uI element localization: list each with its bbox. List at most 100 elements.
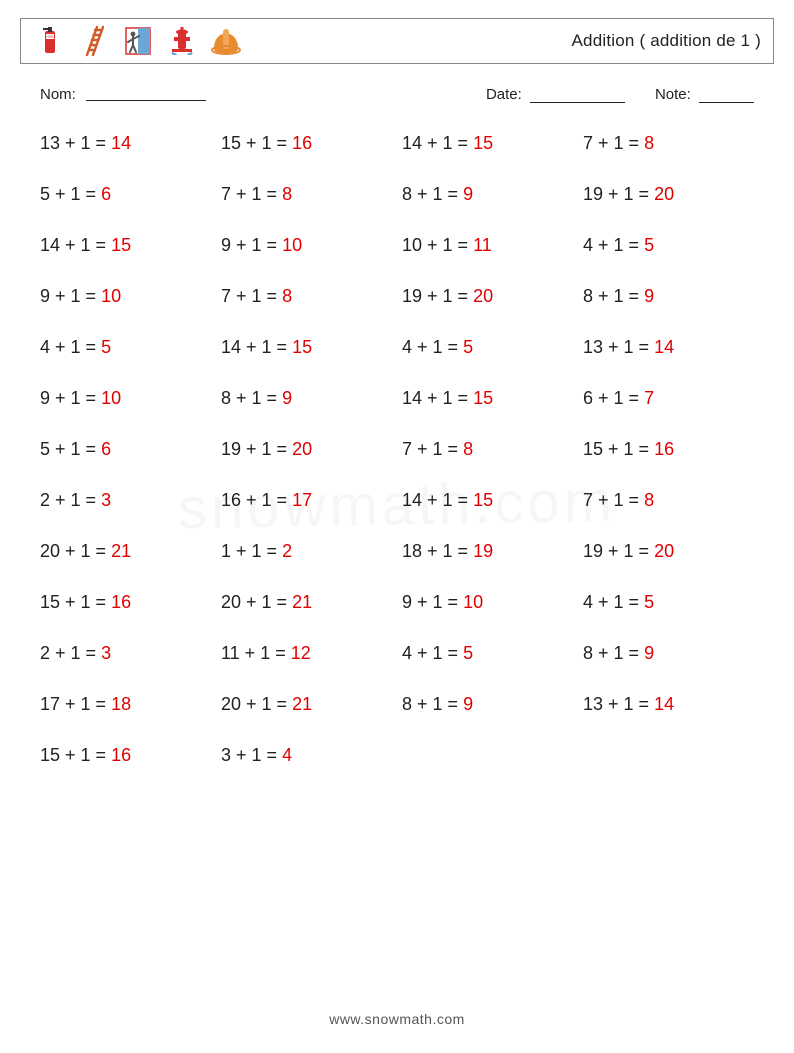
problem-question: 4 + 1 = <box>583 592 644 612</box>
problem-answer: 16 <box>111 745 131 765</box>
problem-question: 4 + 1 = <box>402 337 463 357</box>
score-blank[interactable] <box>699 88 754 103</box>
problem-question: 9 + 1 = <box>40 286 101 306</box>
problem-question: 9 + 1 = <box>221 235 282 255</box>
problem-answer: 8 <box>644 133 654 153</box>
problem-question: 4 + 1 = <box>40 337 101 357</box>
problem-question: 2 + 1 = <box>40 643 101 663</box>
problem-answer: 5 <box>644 592 654 612</box>
problem-cell: 7 + 1 = 8 <box>583 133 754 154</box>
problem-cell: 2 + 1 = 3 <box>40 643 211 664</box>
header-box: FIRE <box>20 18 774 64</box>
problem-cell: 4 + 1 = 5 <box>402 643 573 664</box>
problem-answer: 15 <box>473 388 493 408</box>
problem-cell: 18 + 1 = 19 <box>402 541 573 562</box>
problem-cell: 9 + 1 = 10 <box>40 286 211 307</box>
problem-answer: 20 <box>473 286 493 306</box>
problem-cell: 15 + 1 = 16 <box>40 592 211 613</box>
problem-answer: 14 <box>654 694 674 714</box>
problem-cell: 10 + 1 = 11 <box>402 235 573 256</box>
problem-answer: 3 <box>101 490 111 510</box>
problem-question: 4 + 1 = <box>402 643 463 663</box>
problem-question: 17 + 1 = <box>40 694 111 714</box>
problem-cell: 19 + 1 = 20 <box>402 286 573 307</box>
problem-question: 14 + 1 = <box>402 490 473 510</box>
problem-cell: 13 + 1 = 14 <box>40 133 211 154</box>
problem-question: 15 + 1 = <box>40 592 111 612</box>
problem-cell: 15 + 1 = 16 <box>40 745 211 766</box>
problem-question: 8 + 1 = <box>583 286 644 306</box>
problem-question: 9 + 1 = <box>402 592 463 612</box>
svg-text:FIRE: FIRE <box>46 35 53 39</box>
problem-cell: 8 + 1 = 9 <box>583 643 754 664</box>
problem-question: 19 + 1 = <box>402 286 473 306</box>
problem-cell: 4 + 1 = 5 <box>402 337 573 358</box>
problem-cell: 3 + 1 = 4 <box>221 745 392 766</box>
problem-question: 5 + 1 = <box>40 439 101 459</box>
problem-question: 15 + 1 = <box>221 133 292 153</box>
problem-question: 19 + 1 = <box>583 541 654 561</box>
fire-helmet-icon <box>209 24 243 58</box>
problem-cell: 7 + 1 = 8 <box>402 439 573 460</box>
problem-question: 11 + 1 = <box>221 643 291 663</box>
problem-answer: 9 <box>463 184 473 204</box>
problem-answer: 4 <box>282 745 292 765</box>
problem-question: 14 + 1 = <box>402 388 473 408</box>
problem-answer: 8 <box>282 184 292 204</box>
problem-answer: 16 <box>111 592 131 612</box>
problem-cell: 11 + 1 = 12 <box>221 643 392 664</box>
problem-question: 13 + 1 = <box>40 133 111 153</box>
problem-answer: 9 <box>644 643 654 663</box>
problem-cell: 2 + 1 = 3 <box>40 490 211 511</box>
problem-question: 20 + 1 = <box>221 694 292 714</box>
problem-question: 19 + 1 = <box>583 184 654 204</box>
problem-question: 8 + 1 = <box>402 694 463 714</box>
problem-cell: 4 + 1 = 5 <box>40 337 211 358</box>
problem-question: 9 + 1 = <box>40 388 101 408</box>
problem-cell: 8 + 1 = 9 <box>402 694 573 715</box>
problem-question: 4 + 1 = <box>583 235 644 255</box>
problem-question: 3 + 1 = <box>221 745 282 765</box>
problem-cell: 17 + 1 = 18 <box>40 694 211 715</box>
problem-answer: 15 <box>292 337 312 357</box>
problem-question: 13 + 1 = <box>583 694 654 714</box>
problem-answer: 18 <box>111 694 131 714</box>
problem-cell: 20 + 1 = 21 <box>221 592 392 613</box>
problem-question: 10 + 1 = <box>402 235 473 255</box>
problem-cell: 15 + 1 = 16 <box>221 133 392 154</box>
problem-cell: 19 + 1 = 20 <box>221 439 392 460</box>
problem-cell: 14 + 1 = 15 <box>402 133 573 154</box>
problem-answer: 15 <box>473 490 493 510</box>
problem-answer: 5 <box>463 643 473 663</box>
info-line: Nom: Date: Note: <box>40 86 754 103</box>
problem-answer: 21 <box>292 694 312 714</box>
problem-question: 14 + 1 = <box>40 235 111 255</box>
problem-answer: 2 <box>282 541 292 561</box>
score-field: Note: <box>655 86 754 103</box>
problem-answer: 9 <box>644 286 654 306</box>
problem-cell: 19 + 1 = 20 <box>583 541 754 562</box>
problem-answer: 21 <box>292 592 312 612</box>
problem-answer: 5 <box>644 235 654 255</box>
name-blank[interactable] <box>86 86 206 101</box>
problem-question: 7 + 1 = <box>221 286 282 306</box>
problem-answer: 16 <box>654 439 674 459</box>
problem-question: 6 + 1 = <box>583 388 644 408</box>
problem-question: 20 + 1 = <box>40 541 111 561</box>
problem-answer: 8 <box>644 490 654 510</box>
problem-cell: 4 + 1 = 5 <box>583 592 754 613</box>
problem-question: 7 + 1 = <box>583 490 644 510</box>
worksheet-title: Addition ( addition de 1 ) <box>572 31 762 51</box>
problem-question: 8 + 1 = <box>221 388 282 408</box>
date-blank[interactable] <box>530 88 625 103</box>
problem-cell: 9 + 1 = 10 <box>402 592 573 613</box>
problem-question: 18 + 1 = <box>402 541 473 561</box>
problem-cell: 14 + 1 = 15 <box>402 490 573 511</box>
problem-answer: 14 <box>111 133 131 153</box>
problem-question: 7 + 1 = <box>583 133 644 153</box>
problem-cell: 4 + 1 = 5 <box>583 235 754 256</box>
problem-cell: 7 + 1 = 8 <box>221 286 392 307</box>
problem-answer: 9 <box>282 388 292 408</box>
problem-question: 5 + 1 = <box>40 184 101 204</box>
problem-question: 14 + 1 = <box>402 133 473 153</box>
